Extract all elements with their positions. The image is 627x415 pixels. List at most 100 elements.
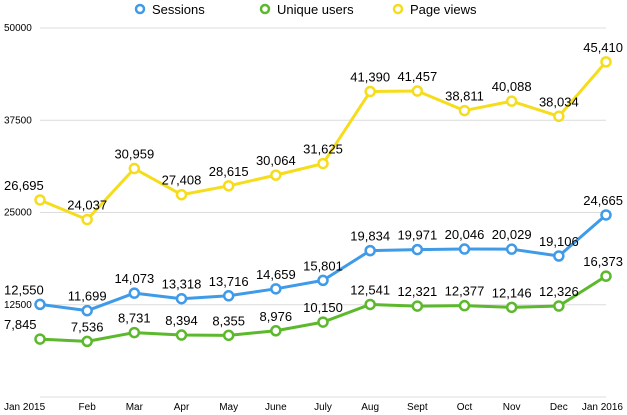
data-point [364,85,376,98]
data-label: 45,410 [583,40,623,55]
data-label: 26,695 [4,178,44,193]
data-label: 7,845 [4,317,37,332]
x-tick-label: June [265,402,287,413]
data-label: 13,318 [162,277,202,292]
data-label: 12,541 [350,282,390,297]
x-axis-ticks: Jan 2015 Feb Mar Apr May June July Aug Sept Oct No… [4,402,623,413]
data-point [317,274,329,287]
data-label: 40,088 [492,79,532,94]
data-label: 14,659 [256,267,296,282]
data-point [600,209,612,221]
data-label: 20,029 [492,227,532,242]
legend-item: Page views [392,2,477,17]
x-tick-label: Mar [126,402,144,413]
x-tick-label: Feb [79,402,97,413]
data-label: 38,811 [445,89,484,104]
data-label: 8,976 [260,309,293,324]
x-tick-label: Jan 2015 [4,402,46,413]
series-layer: 12,550 11,699 14,073 13,318 13,716 14,659 15,8… [4,40,623,348]
legend-label: Unique users [277,2,354,17]
y-tick-label: 12500 [4,300,32,311]
data-point [553,250,565,262]
data-point [364,244,376,257]
x-tick-label: Aug [361,402,379,413]
data-point [81,335,93,348]
data-label: 31,625 [303,142,343,157]
data-point [34,298,46,311]
series-sessions: 12,550 11,699 14,073 13,318 13,716 14,659 15,8… [4,193,623,317]
data-label: 24,037 [67,198,107,213]
data-label: 27,408 [162,173,202,188]
data-point [222,180,235,192]
data-label: 28,615 [209,164,249,179]
data-point [317,316,329,328]
data-label: 30,959 [114,147,154,162]
y-tick-label: 37500 [4,115,32,126]
data-point [505,301,518,314]
legend-label: Sessions [152,2,205,17]
x-tick-label: Nov [503,402,521,413]
x-tick-label: July [314,402,332,413]
data-point [222,329,235,342]
series-unique-users: 7,845 7,536 8,731 8,394 8,355 8,976 10,150 12,5… [4,254,623,348]
legend-item: Unique users [259,2,354,17]
data-label: 41,390 [350,70,390,85]
data-point [128,162,141,175]
y-axis-ticks: 12500 25000 37500 50000 [4,23,32,311]
data-label: 8,394 [165,313,198,328]
data-point [270,283,282,295]
data-label: 41,457 [397,69,437,84]
data-label: 12,377 [445,284,485,299]
y-tick-label: 50000 [4,23,32,34]
data-label: 11,699 [68,289,107,304]
data-label: 20,046 [445,227,485,242]
data-label: 14,073 [114,271,154,286]
data-label: 10,150 [303,300,343,315]
legend: Sessions Unique users Page views [134,2,477,17]
data-point [175,188,188,201]
data-point [270,325,282,337]
legend-label: Page views [410,2,477,17]
data-label: 19,106 [539,234,579,249]
data-point [600,270,612,282]
data-label: 15,801 [303,258,343,273]
x-tick-label: Sept [407,402,428,413]
data-label: 8,355 [212,313,245,328]
legend-marker-icon [392,3,404,15]
data-label: 24,665 [583,193,623,208]
data-label: 16,373 [583,254,623,269]
data-point [411,300,424,312]
data-point [458,104,471,117]
x-tick-label: Jan 2016 [582,402,624,413]
data-point [81,304,93,317]
data-point [458,299,471,312]
data-label: 7,536 [71,319,104,334]
x-tick-label: Oct [457,402,473,413]
data-label: 12,550 [4,282,44,297]
data-point [505,243,518,255]
data-point [364,298,376,311]
data-label: 12,321 [397,284,437,299]
y-tick-label: 25000 [4,208,32,219]
data-point [505,95,518,107]
x-tick-label: Apr [174,402,190,413]
data-label: 30,064 [256,153,296,168]
data-point [270,169,282,181]
data-label: 38,034 [539,94,579,109]
data-label: 12,326 [539,284,579,299]
data-point [81,213,93,226]
data-point [553,110,565,123]
data-label: 8,731 [118,311,151,326]
data-point [128,287,141,299]
data-point [175,292,188,305]
data-point [458,243,471,255]
data-point [34,333,46,345]
data-point [317,157,329,170]
data-label: 12,146 [492,285,532,300]
x-tick-label: Dec [550,402,568,413]
series-page-views: 26,695 24,037 30,959 27,408 28,615 30,064 31,6… [4,40,623,226]
data-point [34,194,46,206]
legend-marker-icon [134,3,146,15]
data-point [175,329,188,341]
